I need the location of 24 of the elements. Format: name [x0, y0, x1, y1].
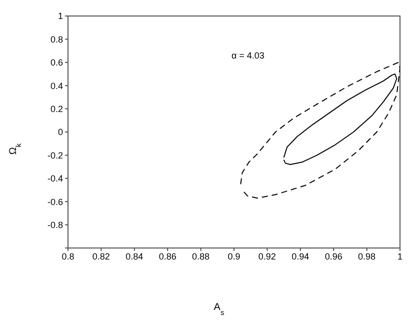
x-tick-label: 0.98 — [358, 251, 376, 262]
line-series — [283, 74, 398, 165]
y-tick-label: -0.8 — [47, 220, 63, 230]
y-tick-label: 0.6 — [50, 58, 63, 68]
x-tick-label: 1 — [397, 251, 403, 262]
x-axis-title: A$_{s}$ — [214, 302, 224, 316]
x-tick-label: 0.9 — [228, 251, 240, 262]
y-tick-label: 0 — [58, 127, 63, 138]
x-tick-label: 0.84 — [126, 251, 144, 262]
x-tick-label: 0.86 — [158, 251, 176, 262]
line-series — [240, 62, 400, 199]
y-tick-label: -0.6 — [47, 196, 63, 207]
y-tick-label: -0.4 — [47, 174, 63, 184]
annotation: α = 4.03 — [231, 50, 264, 61]
y-tick-label: 0.8 — [50, 34, 63, 44]
y-tick-label: 0.4 — [50, 80, 63, 91]
x-tick-label: 0.96 — [324, 251, 342, 262]
y-tick-label: 0.2 — [50, 104, 63, 114]
x-tick-label: 0.92 — [258, 251, 276, 262]
y-tick-label: -0.2 — [47, 150, 63, 160]
x-tick-label: 0.88 — [192, 251, 210, 262]
x-tick-label: 0.82 — [92, 251, 110, 262]
y-tick-label: 1 — [58, 11, 63, 22]
x-tick-label: 0.94 — [292, 251, 310, 262]
